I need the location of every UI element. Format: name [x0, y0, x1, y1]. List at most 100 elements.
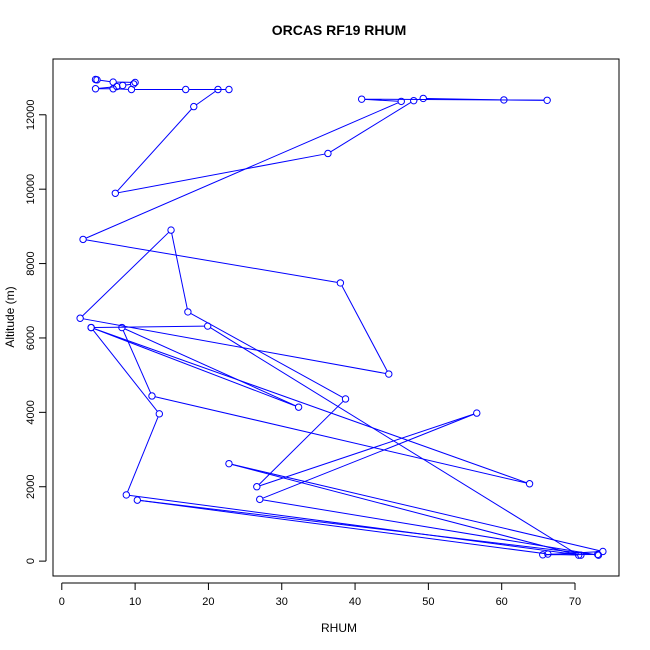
- data-point: [419, 94, 427, 103]
- data-point: [111, 189, 120, 197]
- data-point: [76, 314, 84, 322]
- data-point: [79, 235, 87, 244]
- x-axis: 0 10 20 30 40 50 60 70: [59, 582, 581, 608]
- plot-frame: [52, 58, 620, 577]
- data-point: [203, 322, 212, 330]
- series-segment: [262, 413, 474, 499]
- data-point: [324, 149, 332, 158]
- data-point: [225, 459, 233, 468]
- series-segment: [154, 396, 527, 484]
- series-segment: [171, 233, 188, 309]
- data-point: [118, 81, 127, 90]
- data-point: [577, 551, 585, 559]
- series-segment: [127, 416, 159, 493]
- data-point: [91, 85, 100, 93]
- x-tick-label: 40: [349, 596, 361, 608]
- data-point: [122, 491, 131, 499]
- series-segment: [258, 400, 344, 485]
- series-segment: [92, 329, 158, 412]
- data-point: [148, 392, 156, 400]
- y-tick-label: 8000: [25, 251, 37, 275]
- series-segment: [124, 328, 296, 407]
- series-segment: [140, 500, 596, 556]
- data-point: [341, 395, 350, 403]
- data-point: [543, 96, 551, 104]
- series-segment: [100, 79, 111, 83]
- y-axis: 0 2000 4000 6000 8000 10000 12000: [25, 99, 47, 564]
- series-segment: [83, 318, 386, 374]
- data-point: [539, 551, 547, 559]
- rhum-series: [76, 75, 607, 559]
- data-point: [357, 95, 366, 103]
- data-point: [131, 78, 139, 87]
- data-point: [109, 78, 117, 86]
- x-axis-label: RHUM: [321, 621, 357, 635]
- data-point: [336, 279, 345, 287]
- series-segment: [82, 231, 170, 317]
- data-point: [256, 495, 264, 504]
- series-segment: [259, 413, 474, 487]
- data-point: [190, 102, 198, 111]
- data-point: [594, 551, 603, 559]
- series-segment: [545, 551, 600, 556]
- data-point: [184, 308, 192, 316]
- data-point: [155, 410, 164, 418]
- data-point: [500, 96, 508, 104]
- y-tick-label: 2000: [25, 474, 37, 498]
- series-segment: [140, 500, 545, 555]
- series-segment: [118, 153, 325, 194]
- data-point: [473, 409, 481, 417]
- data-point: [109, 85, 117, 93]
- series-segment: [330, 101, 412, 153]
- y-tick-label: 10000: [25, 174, 37, 205]
- series-segment: [190, 313, 343, 398]
- data-point: [574, 551, 583, 559]
- data-point: [127, 85, 136, 94]
- x-tick-label: 60: [496, 596, 508, 608]
- series-segment: [231, 463, 576, 555]
- series-segment: [117, 108, 192, 192]
- data-point: [594, 550, 602, 559]
- series-segment: [364, 98, 399, 102]
- data-point: [385, 370, 393, 378]
- x-tick-label: 10: [129, 596, 141, 608]
- data-point: [410, 96, 418, 105]
- x-tick-label: 0: [59, 596, 65, 608]
- series-segment: [98, 86, 114, 89]
- series-segment: [125, 83, 131, 86]
- data-point: [225, 85, 233, 94]
- series-segment: [231, 463, 600, 552]
- x-tick-label: 20: [202, 596, 214, 608]
- data-point: [182, 85, 190, 94]
- data-point: [294, 403, 303, 411]
- y-tick-label: 4000: [25, 400, 37, 424]
- data-point: [118, 323, 126, 332]
- data-point: [253, 483, 261, 491]
- data-point: [214, 85, 222, 94]
- series-segment: [129, 494, 578, 556]
- data-point: [397, 97, 405, 106]
- series-segment: [86, 239, 338, 283]
- x-tick-label: 50: [422, 596, 434, 608]
- x-tick-label: 30: [276, 596, 288, 608]
- y-tick-label: 0: [25, 558, 37, 564]
- data-point: [167, 226, 175, 234]
- data-point: [93, 76, 101, 84]
- chart-title: ORCAS RF19 RHUM: [272, 22, 407, 38]
- series-segment: [196, 90, 216, 106]
- data-point: [544, 550, 552, 558]
- y-axis-label: Altitude (m): [3, 286, 17, 347]
- data-point: [525, 480, 534, 488]
- x-tick-label: 70: [569, 596, 581, 608]
- series-segment: [94, 325, 205, 329]
- series-segment: [122, 330, 152, 394]
- series-segment: [93, 328, 527, 484]
- series-segment: [364, 98, 544, 101]
- data-point: [133, 496, 142, 504]
- series-segment: [93, 328, 296, 407]
- y-tick-label: 12000: [25, 99, 37, 130]
- y-tick-label: 6000: [25, 326, 37, 350]
- series-segment: [210, 327, 577, 554]
- data-point: [113, 82, 121, 91]
